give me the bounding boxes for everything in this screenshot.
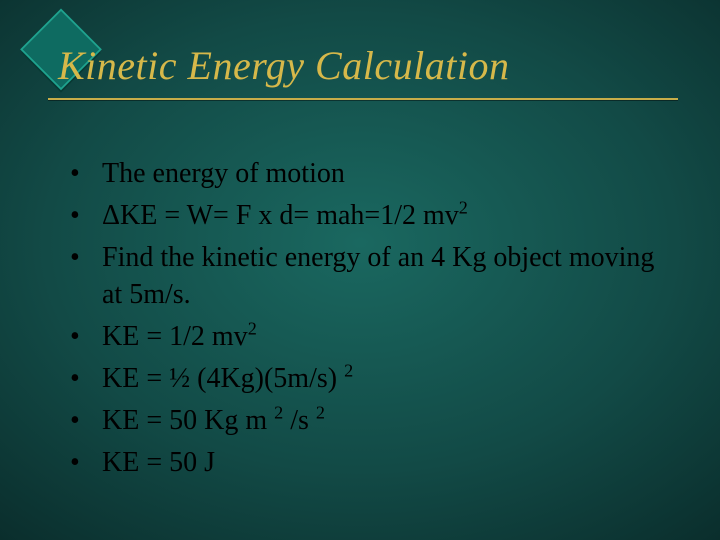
- superscript: 2: [316, 402, 325, 422]
- title-underline: [48, 98, 678, 100]
- superscript: 2: [274, 402, 283, 422]
- bullet-text: /s: [283, 405, 316, 436]
- list-item: The energy of motion: [68, 155, 680, 193]
- slide: Kinetic Energy Calculation The energy of…: [0, 0, 720, 540]
- bullet-text: KE = 50 J: [102, 447, 215, 478]
- superscript: 2: [459, 197, 468, 217]
- list-item: KE = 50 J: [68, 444, 680, 482]
- list-item: KE = 50 Kg m 2 /s 2: [68, 402, 680, 440]
- bullet-text: KE = 50 Kg m: [102, 405, 274, 436]
- bullet-text: ΔKE = W= F x d= mah=1/2 mv: [102, 200, 459, 231]
- bullet-list: The energy of motion ΔKE = W= F x d= mah…: [68, 155, 680, 481]
- list-item: Find the kinetic energy of an 4 Kg objec…: [68, 239, 680, 315]
- bullet-text: KE = ½ (4Kg)(5m/s): [102, 363, 344, 394]
- slide-body: The energy of motion ΔKE = W= F x d= mah…: [68, 155, 680, 485]
- superscript: 2: [248, 319, 257, 339]
- bullet-text: KE = 1/2 mv: [102, 321, 248, 352]
- slide-title: Kinetic Energy Calculation: [58, 42, 509, 89]
- bullet-text: The energy of motion: [102, 158, 345, 189]
- list-item: ΔKE = W= F x d= mah=1/2 mv2: [68, 197, 680, 235]
- list-item: KE = 1/2 mv2: [68, 318, 680, 356]
- list-item: KE = ½ (4Kg)(5m/s) 2: [68, 360, 680, 398]
- superscript: 2: [344, 361, 353, 381]
- bullet-text: Find the kinetic energy of an 4 Kg objec…: [102, 242, 654, 311]
